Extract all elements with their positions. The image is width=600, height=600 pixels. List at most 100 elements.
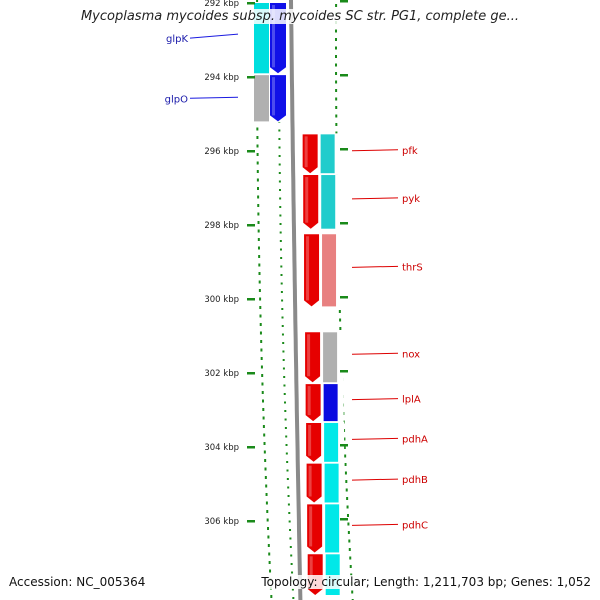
gc-dot [270,595,273,598]
gc-dot [345,480,348,483]
gc-dot [291,571,294,574]
gc-dot [292,597,295,599]
gene-arrow-pdhB [306,463,322,503]
gc-dot [335,114,338,118]
gc-dot [278,138,281,140]
gc-dot [339,318,342,322]
gc-dot [335,46,338,50]
gc-dot [262,416,265,420]
gc-dot [335,106,338,109]
gene-label-pdhC: pdhC [402,520,428,531]
tick-mark [247,224,255,227]
gene-label-pdhB: pdhB [402,475,428,486]
gc-dot [257,221,260,224]
gc-dot [256,170,259,173]
gc-dot [289,529,292,531]
gc-dot [286,478,289,480]
gc-dot [280,274,283,276]
cog-pdhA [324,422,339,462]
gc-dot [259,331,262,335]
tick-mark [340,0,348,3]
gc-dot [283,384,286,387]
gene-arrow-pdhC [307,504,323,553]
tick-mark [340,148,348,151]
cog-pdhB [324,463,339,503]
gc-dot [269,569,272,573]
gene-arrow-pdhA [306,422,322,462]
tick-mark [247,520,255,523]
gc-dot [256,161,259,165]
gc-dot [266,518,269,522]
gc-dot [260,340,263,343]
tick-label: 300 kbp [204,295,239,305]
gc-dot [259,306,262,309]
gc-dot [264,476,267,479]
gc-dot [339,327,342,330]
gc-dot [346,505,349,509]
gc-dot [278,172,281,174]
gc-dot [282,350,285,353]
cog-lplA [323,384,338,422]
tick-mark [340,370,348,373]
map-title: Mycoplasma mycoides subsp. mycoides SC s… [0,9,600,24]
gc-dot [278,155,281,157]
gc-dot [258,280,261,284]
backbone-line [289,0,303,600]
gene-highlight [306,236,310,301]
gc-dot [265,484,268,488]
gc-dot [261,391,264,394]
label-leader [351,398,399,401]
gc-dot [280,257,283,259]
gc-dot [335,63,338,67]
gc-dot [344,471,347,475]
gc-dot [278,129,281,132]
gene-label-lplA: lplA [402,395,421,406]
gc-dot [280,282,283,285]
gene-highlight [308,465,312,497]
gene-arrow-pyk [303,175,319,229]
tick-mark [247,372,255,375]
gc-dot [281,316,284,319]
gc-dot [260,348,263,352]
gc-dot [261,382,264,386]
gc-dot [291,588,294,591]
scale-ticks: 292 kbp 294 kbp 296 kbp 298 kbp 300 kbp 302 k… [204,0,348,527]
gene-label-pdhA: pdhA [402,434,428,445]
tick-mark [340,444,348,447]
gc-dot [286,461,289,463]
gene-label-pyk: pyk [402,194,420,205]
gc-dot [267,535,270,539]
gc-dot [335,80,338,84]
tick-mark [340,296,348,299]
cog-pyk [321,175,336,229]
gc-dot [281,308,284,310]
gc-dot [289,546,292,548]
label-leader [189,96,239,99]
gc-dot [335,4,338,7]
topology-text: Topology: circular; Length: 1,211,703 bp… [261,575,591,589]
gc-dot [263,433,266,437]
gene-highlight [309,506,313,547]
gc-dot [278,163,281,166]
label-leader [351,352,399,355]
gc-dot [343,446,346,449]
tick-mark [247,150,255,153]
gc-dot [335,72,338,75]
gc-dot [279,189,282,191]
gc-dot [258,263,261,267]
gc-dot [285,444,288,446]
gc-dot [338,310,341,313]
gc-dot [335,55,338,58]
gc-dot [335,131,338,135]
tick-label: 296 kbp [204,147,239,157]
gc-dot [259,323,262,326]
gc-dot [286,469,289,472]
cog-thrS [322,234,337,307]
label-leader [351,197,399,200]
gene-highlight [309,556,313,589]
label-leader [351,149,399,152]
cog-pfk [320,134,335,174]
gc-dot [258,272,261,275]
gene-highlight [307,334,311,377]
